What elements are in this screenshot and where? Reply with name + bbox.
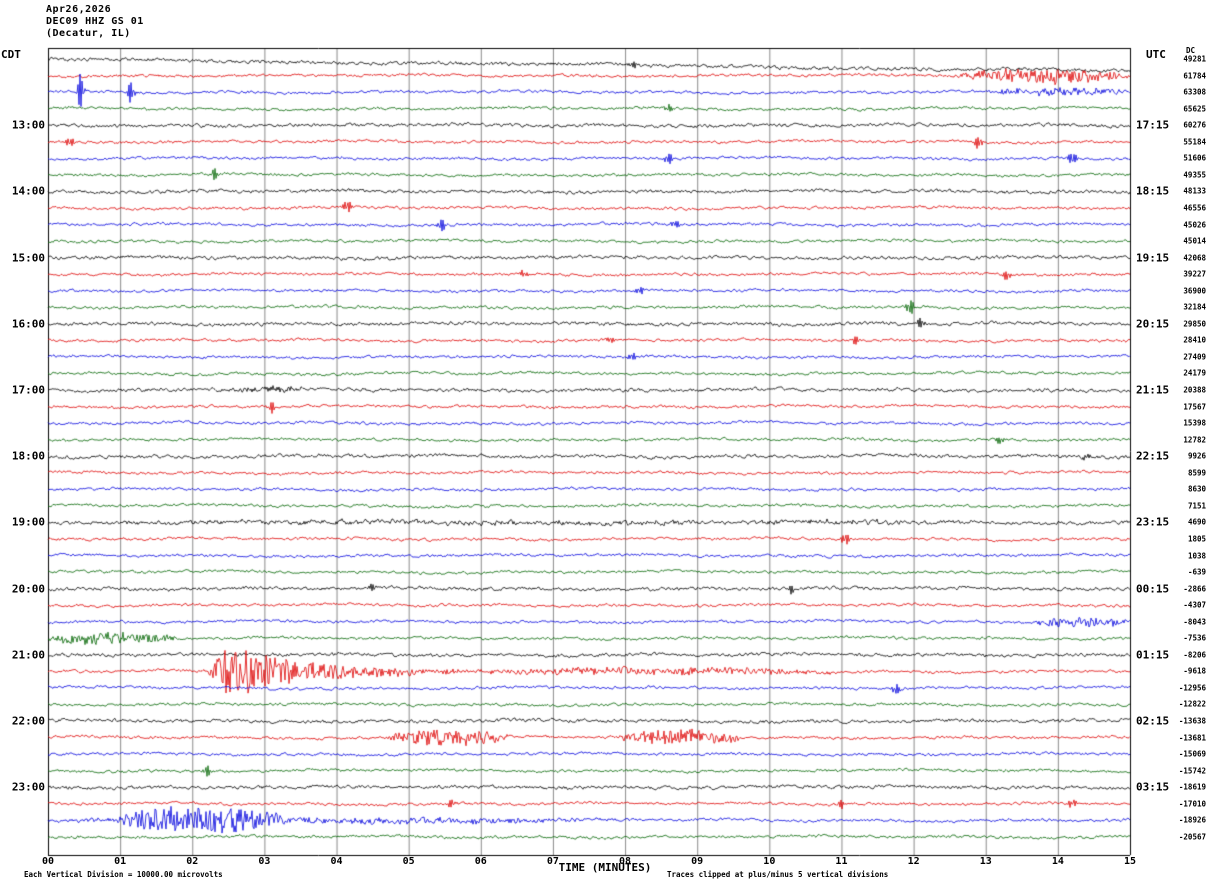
- left-hour-label: 17:00: [11, 383, 45, 397]
- left-hour-label: 18:00: [11, 449, 45, 463]
- dc-offset-value: -2866: [1183, 583, 1206, 593]
- dc-column-header: DC: [1186, 46, 1196, 55]
- left-hour-label: 16:00: [11, 317, 45, 331]
- x-axis-label: TIME (MINUTES): [558, 861, 652, 874]
- left-hour-label: 20:00: [11, 582, 45, 596]
- dc-offset-value: 27409: [1183, 352, 1206, 362]
- right-hour-label: 02:15: [1136, 714, 1170, 728]
- dc-offset-value: -17010: [1178, 799, 1206, 808]
- dc-offset-value: -20567: [1178, 832, 1206, 842]
- dc-offset-value: 45014: [1183, 236, 1206, 246]
- x-tick-label: 00: [41, 856, 55, 867]
- dc-offset-value: -18619: [1178, 782, 1206, 792]
- dc-offset-value: -8043: [1183, 616, 1206, 626]
- dc-offset-value: 8630: [1187, 484, 1206, 494]
- header-location: (Decatur, IL): [46, 28, 131, 39]
- header-station: DEC09 HHZ GS 01: [46, 16, 144, 27]
- dc-offset-value: 60276: [1183, 120, 1206, 130]
- dc-offset-value: 8599: [1187, 468, 1206, 477]
- dc-offset-value: -8206: [1183, 650, 1206, 660]
- footer-clip-note: Traces clipped at plus/minus 5 vertical …: [667, 870, 889, 879]
- left-hour-label: 14:00: [11, 184, 45, 198]
- right-hour-label: 17:15: [1136, 118, 1170, 132]
- dc-offset-value: -13681: [1178, 732, 1206, 742]
- dc-offset-value: 63308: [1183, 87, 1206, 97]
- dc-offset-value: -15069: [1178, 749, 1206, 759]
- dc-offset-value: 49355: [1183, 170, 1206, 180]
- dc-offset-value: 12782: [1183, 434, 1206, 444]
- x-tick-label: 13: [979, 856, 992, 867]
- dc-offset-value: -639: [1187, 567, 1206, 577]
- dc-offset-value: 32184: [1183, 302, 1206, 312]
- dc-offset-value: -9618: [1183, 666, 1206, 676]
- right-hour-label: 01:15: [1136, 648, 1170, 662]
- x-tick-label: 11: [835, 856, 848, 867]
- dc-offset-value: 48133: [1183, 186, 1206, 196]
- dc-offset-value: 1805: [1187, 534, 1206, 544]
- dc-offset-value: 17567: [1183, 401, 1206, 411]
- right-hour-label: 19:15: [1136, 251, 1170, 265]
- dc-offset-value: 49281: [1183, 54, 1206, 64]
- right-hour-label: 20:15: [1136, 317, 1170, 331]
- header-date: Apr26,2026: [46, 4, 112, 15]
- left-hour-label: 22:00: [11, 714, 45, 728]
- right-hour-label: 21:15: [1136, 383, 1170, 397]
- left-hour-label: 21:00: [11, 648, 45, 662]
- dc-offset-value: 24179: [1183, 368, 1206, 378]
- left-timezone-label: CDT: [1, 48, 21, 61]
- dc-offset-value: 36900: [1183, 285, 1206, 295]
- right-timezone-label: UTC: [1146, 48, 1166, 61]
- dc-offset-value: 28410: [1183, 335, 1206, 345]
- x-tick-label: 12: [907, 856, 920, 867]
- dc-offset-value: -12822: [1178, 699, 1206, 709]
- dc-offset-value: 55184: [1183, 137, 1206, 146]
- x-tick-label: 01: [114, 856, 127, 867]
- x-tick-label: 03: [258, 856, 271, 867]
- dc-offset-value: 65625: [1183, 103, 1206, 113]
- left-hour-label: 19:00: [11, 515, 45, 529]
- dc-offset-value: 29850: [1183, 319, 1206, 329]
- left-hour-label: 23:00: [11, 780, 45, 794]
- dc-offset-value: 39227: [1183, 269, 1206, 279]
- footer-scale-note: Each Vertical Division = 10000.00 microv…: [24, 870, 223, 879]
- dc-offset-value: 7151: [1187, 501, 1206, 511]
- x-tick-label: 04: [330, 856, 343, 867]
- right-hour-label: 18:15: [1136, 184, 1170, 198]
- dc-offset-value: 20388: [1183, 385, 1206, 395]
- left-hour-label: 15:00: [11, 251, 45, 265]
- left-hour-label: 13:00: [11, 118, 45, 132]
- x-tick-label: 02: [186, 856, 199, 867]
- x-tick-label: 06: [474, 856, 487, 867]
- right-hour-label: 00:15: [1136, 582, 1170, 596]
- dc-offset-value: 46556: [1183, 203, 1206, 213]
- dc-offset-value: -12956: [1178, 683, 1206, 693]
- x-tick-label: 15: [1123, 856, 1137, 867]
- x-tick-label: 07: [546, 856, 559, 867]
- dc-offset-value: -15742: [1178, 765, 1206, 775]
- dc-offset-value: -7536: [1183, 633, 1206, 643]
- x-tick-label: 10: [763, 856, 776, 867]
- dc-offset-value: 15398: [1183, 418, 1206, 428]
- x-tick-label: 14: [1051, 856, 1064, 867]
- x-tick-label: 09: [691, 856, 704, 867]
- dc-offset-value: 51606: [1183, 153, 1206, 163]
- dc-offset-value: 45026: [1183, 219, 1206, 229]
- dc-offset-value: -18926: [1178, 815, 1206, 825]
- right-hour-label: 22:15: [1136, 449, 1170, 463]
- dc-offset-value: 9926: [1187, 451, 1206, 461]
- dc-offset-value: -13638: [1178, 716, 1206, 726]
- dc-offset-value: 4690: [1187, 517, 1206, 527]
- x-tick-label: 08: [619, 856, 632, 867]
- dc-offset-value: 61784: [1183, 70, 1206, 80]
- dc-offset-value: 42068: [1183, 252, 1206, 262]
- dc-offset-value: 1038: [1187, 550, 1206, 560]
- dc-offset-value: -4307: [1183, 600, 1206, 610]
- right-hour-label: 23:15: [1136, 515, 1170, 529]
- right-hour-label: 03:15: [1136, 780, 1170, 794]
- x-tick-label: 05: [402, 856, 415, 867]
